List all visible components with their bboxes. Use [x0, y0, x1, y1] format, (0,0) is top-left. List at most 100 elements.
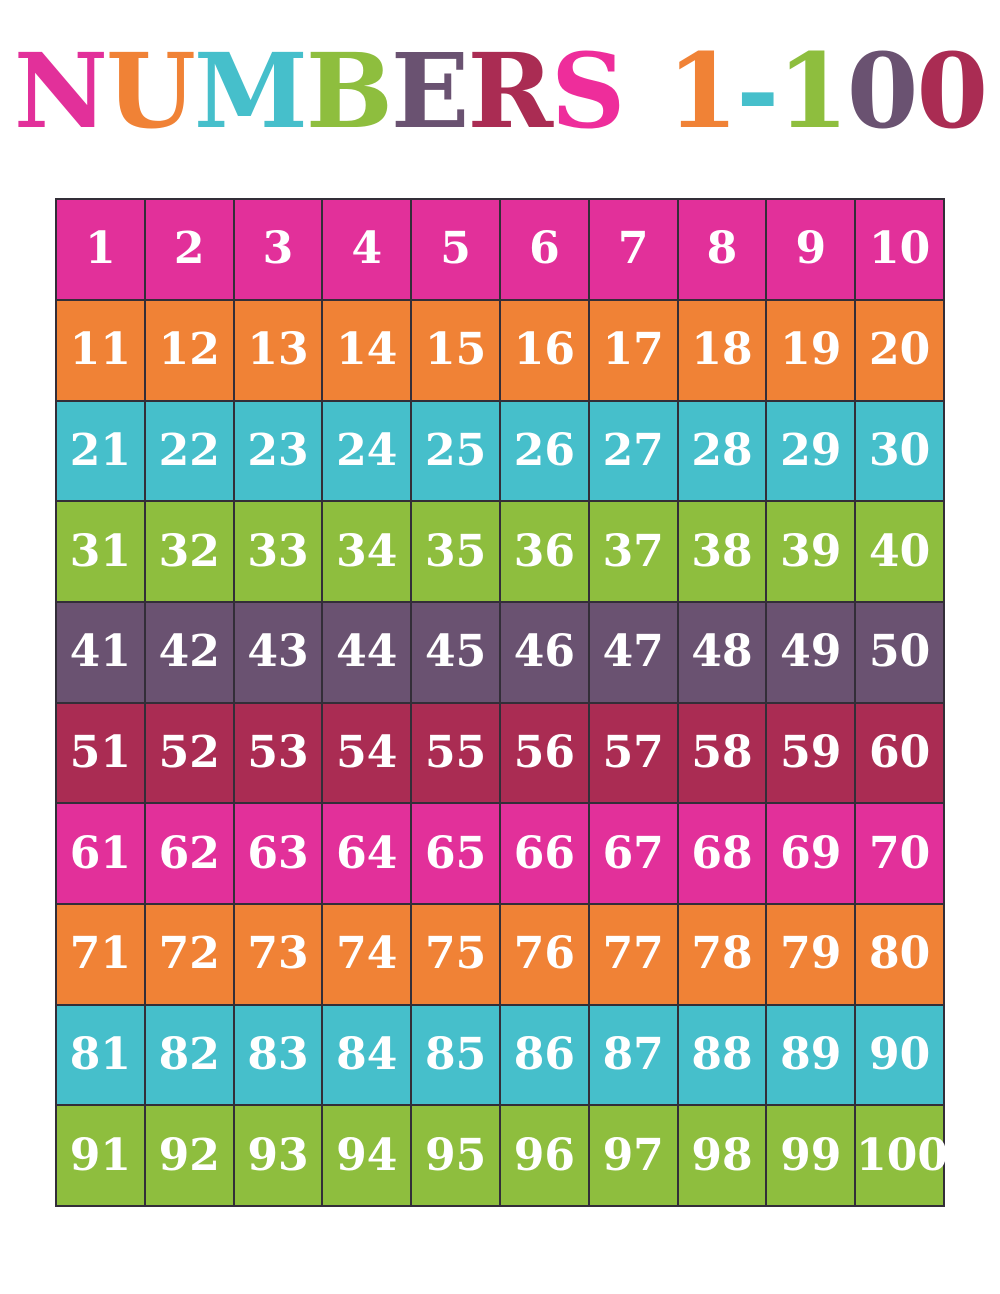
- title-letter: -: [736, 31, 779, 152]
- number-cell: 93: [232, 1104, 324, 1208]
- title-letter: 0: [846, 31, 919, 152]
- number-cell: 71: [55, 902, 146, 1006]
- title-letter: S: [551, 31, 625, 152]
- number-cell: 64: [321, 802, 413, 905]
- number-cell: 77: [587, 902, 679, 1006]
- title-letter: E: [390, 31, 470, 152]
- number-cell: 85: [410, 1003, 501, 1107]
- number-cell: 48: [676, 600, 768, 704]
- number-cell: 90: [854, 1003, 945, 1107]
- title-letter: 0: [916, 31, 988, 152]
- grid-row-plum: 41 42 43 44 45 46 47 48 49 50: [55, 600, 945, 704]
- number-cell: 1: [55, 198, 146, 301]
- number-cell: 67: [587, 802, 679, 905]
- number-cell: 20: [854, 298, 945, 402]
- number-cell: 78: [676, 902, 768, 1006]
- number-cell: 50: [854, 600, 945, 704]
- number-cell: 56: [498, 701, 590, 805]
- number-cell: 95: [410, 1104, 501, 1208]
- title-letter: R: [467, 31, 553, 152]
- grid-row-orange: 71 72 73 74 75 76 77 78 79 80: [55, 902, 945, 1006]
- number-cell: 8: [676, 198, 768, 301]
- page-title: NUMBERS 1-100: [0, 0, 1000, 146]
- number-cell: 10: [854, 198, 945, 301]
- number-cell: 5: [410, 198, 501, 301]
- number-cell: 12: [143, 298, 235, 402]
- number-cell: 24: [321, 399, 413, 503]
- number-cell: 74: [321, 902, 413, 1006]
- number-cell: 92: [143, 1104, 235, 1208]
- number-cell: 34: [321, 500, 413, 603]
- title-letter: N: [13, 31, 108, 152]
- number-cell: 17: [587, 298, 679, 402]
- number-cell: 63: [232, 802, 324, 905]
- grid-row-teal: 81 82 83 84 85 86 87 88 89 90: [55, 1003, 945, 1107]
- number-cell: 99: [765, 1104, 857, 1208]
- number-cell: 27: [587, 399, 679, 503]
- number-cell: 13: [232, 298, 324, 402]
- number-cell: 46: [498, 600, 590, 704]
- number-cell: 49: [765, 600, 857, 704]
- number-cell: 16: [498, 298, 590, 402]
- number-cell: 38: [676, 500, 768, 603]
- number-cell: 88: [676, 1003, 768, 1107]
- number-cell: 52: [143, 701, 235, 805]
- number-cell: 18: [676, 298, 768, 402]
- number-cell: 54: [321, 701, 413, 805]
- number-cell: 83: [232, 1003, 324, 1107]
- number-cell: 89: [765, 1003, 857, 1107]
- number-cell: 4: [321, 198, 413, 301]
- number-cell: 22: [143, 399, 235, 503]
- number-cell: 32: [143, 500, 235, 603]
- number-cell: 53: [232, 701, 324, 805]
- number-cell: 45: [410, 600, 501, 704]
- number-cell: 35: [410, 500, 501, 603]
- number-cell: 33: [232, 500, 324, 603]
- number-cell: 11: [55, 298, 146, 402]
- number-cell: 87: [587, 1003, 679, 1107]
- number-cell: 69: [765, 802, 857, 905]
- number-cell: 26: [498, 399, 590, 503]
- number-cell: 14: [321, 298, 413, 402]
- number-cell: 15: [410, 298, 501, 402]
- number-cell: 51: [55, 701, 146, 805]
- number-cell: 79: [765, 902, 857, 1006]
- number-cell: 62: [143, 802, 235, 905]
- number-cell: 23: [232, 399, 324, 503]
- number-cell: 100: [854, 1104, 948, 1208]
- number-cell: 73: [232, 902, 324, 1006]
- number-cell: 19: [765, 298, 857, 402]
- number-cell: 96: [498, 1104, 590, 1208]
- number-cell: 97: [587, 1104, 679, 1208]
- number-cell: 43: [232, 600, 324, 704]
- number-cell: 31: [55, 500, 146, 603]
- number-cell: 29: [765, 399, 857, 503]
- number-cell: 36: [498, 500, 590, 603]
- grid-row-pink: 1 2 3 4 5 6 7 8 9 10: [55, 198, 945, 301]
- number-cell: 37: [587, 500, 679, 603]
- number-cell: 9: [765, 198, 857, 301]
- title-letter: 1: [666, 31, 739, 152]
- number-cell: 47: [587, 600, 679, 704]
- grid-row-maroon: 51 52 53 54 55 56 57 58 59 60: [55, 701, 945, 805]
- number-cell: 94: [321, 1104, 413, 1208]
- grid-row-green: 31 32 33 34 35 36 37 38 39 40: [55, 500, 945, 603]
- number-cell: 70: [854, 802, 945, 905]
- number-cell: 41: [55, 600, 146, 704]
- number-cell: 76: [498, 902, 590, 1006]
- number-cell: 25: [410, 399, 501, 503]
- number-cell: 57: [587, 701, 679, 805]
- grid-row-pink: 61 62 63 64 65 66 67 68 69 70: [55, 802, 945, 905]
- number-cell: 60: [854, 701, 945, 805]
- number-cell: 82: [143, 1003, 235, 1107]
- number-cell: 3: [232, 198, 324, 301]
- number-cell: 66: [498, 802, 590, 905]
- number-cell: 91: [55, 1104, 146, 1208]
- number-cell: 68: [676, 802, 768, 905]
- number-cell: 65: [410, 802, 501, 905]
- grid-row-orange: 11 12 13 14 15 16 17 18 19 20: [55, 298, 945, 402]
- number-cell: 80: [854, 902, 945, 1006]
- number-cell: 72: [143, 902, 235, 1006]
- number-cell: 30: [854, 399, 945, 503]
- grid-row-green: 91 92 93 94 95 96 97 98 99 100: [55, 1104, 948, 1208]
